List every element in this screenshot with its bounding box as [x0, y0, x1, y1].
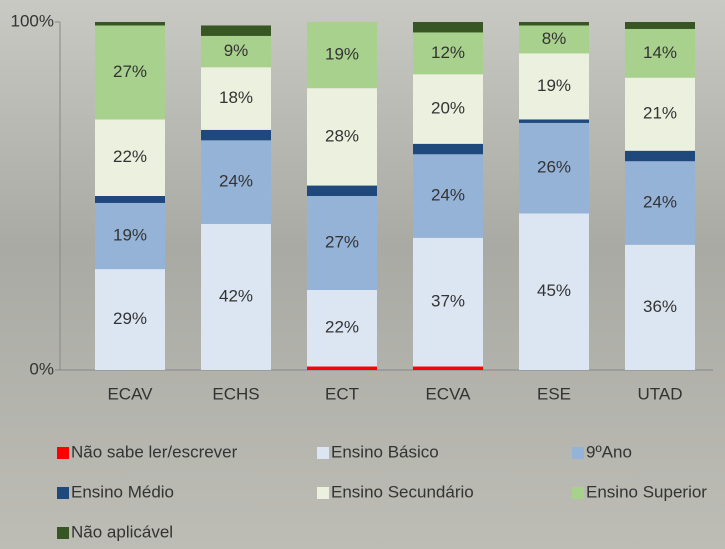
data-label: 28% — [325, 126, 359, 145]
bar-segment — [95, 25, 165, 120]
x-tick-label: ECHS — [212, 384, 259, 403]
legend-label: Não aplicável — [71, 522, 173, 541]
legend-label: Ensino Básico — [331, 442, 439, 461]
bar-segment — [307, 22, 377, 89]
data-label: 24% — [431, 185, 465, 204]
bar-segment — [625, 77, 695, 151]
bar-segment — [201, 129, 271, 141]
bar-segment — [413, 237, 483, 367]
bar-segment — [519, 22, 589, 26]
legend-swatch — [317, 447, 329, 459]
data-label: 19% — [325, 45, 359, 64]
data-label: 45% — [537, 281, 571, 300]
bar-segment — [201, 223, 271, 370]
bar-segment — [95, 119, 165, 196]
legend-label: Ensino Superior — [586, 482, 707, 501]
bar-segment — [519, 53, 589, 120]
data-label: 22% — [325, 318, 359, 337]
x-tick-label: ECT — [325, 384, 359, 403]
legend-swatch — [572, 487, 584, 499]
bar-segment — [307, 196, 377, 290]
data-label: 36% — [643, 297, 677, 316]
legend-label: Ensino Secundário — [331, 482, 474, 501]
bar-segment — [625, 22, 695, 29]
bar-segment — [413, 32, 483, 75]
bar-segment — [95, 269, 165, 370]
legend-label: Ensino Médio — [71, 482, 174, 501]
bar-segment — [413, 366, 483, 370]
bar-segment — [625, 161, 695, 245]
data-label: 21% — [643, 104, 677, 123]
data-label: 14% — [643, 43, 677, 62]
bar-segment — [307, 88, 377, 186]
legend-label: Não sabe ler/escrever — [71, 442, 238, 461]
bar-segment — [413, 22, 483, 33]
x-tick-label: UTAD — [637, 384, 682, 403]
bar-segment — [95, 196, 165, 203]
bar-segment — [307, 289, 377, 367]
data-label: 27% — [113, 62, 147, 81]
bar-segment — [95, 202, 165, 270]
legend-swatch — [57, 487, 69, 499]
data-label: 24% — [643, 192, 677, 211]
data-label: 9% — [224, 41, 249, 60]
bar-segment — [201, 35, 271, 68]
bar-segment — [519, 213, 589, 370]
bar-segment — [201, 25, 271, 36]
data-label: 26% — [537, 158, 571, 177]
bar-segment — [307, 185, 377, 196]
x-tick-label: ECVA — [425, 384, 471, 403]
data-label: 27% — [325, 232, 359, 251]
legend-label: 9ºAno — [586, 442, 632, 461]
bar-segment — [95, 22, 165, 26]
legend-swatch — [572, 447, 584, 459]
data-label: 8% — [542, 29, 567, 48]
legend-swatch — [57, 447, 69, 459]
bar-segment — [413, 154, 483, 238]
data-label: 20% — [431, 98, 465, 117]
bar-segment — [201, 67, 271, 130]
legend-swatch — [57, 527, 69, 539]
bar-segment — [307, 366, 377, 370]
bar-segment — [519, 119, 589, 123]
bar-segment — [413, 143, 483, 155]
bar-segment — [519, 25, 589, 54]
data-label: 24% — [219, 172, 253, 191]
data-label: 19% — [537, 76, 571, 95]
bar-segment — [625, 28, 695, 78]
data-label: 22% — [113, 147, 147, 166]
legend-swatch — [317, 487, 329, 499]
data-label: 12% — [431, 43, 465, 62]
data-label: 29% — [113, 309, 147, 328]
bar-segment — [201, 140, 271, 224]
bar-segment — [625, 150, 695, 162]
y-tick-label: 100% — [11, 11, 54, 30]
data-label: 19% — [113, 226, 147, 245]
bar-segment — [413, 74, 483, 144]
bar-segment — [519, 122, 589, 214]
x-tick-label: ESE — [537, 384, 571, 403]
data-label: 42% — [219, 286, 253, 305]
data-label: 37% — [431, 292, 465, 311]
bar-segment — [625, 244, 695, 370]
data-label: 18% — [219, 88, 253, 107]
y-tick-label: 0% — [29, 359, 54, 378]
x-tick-label: ECAV — [107, 384, 153, 403]
